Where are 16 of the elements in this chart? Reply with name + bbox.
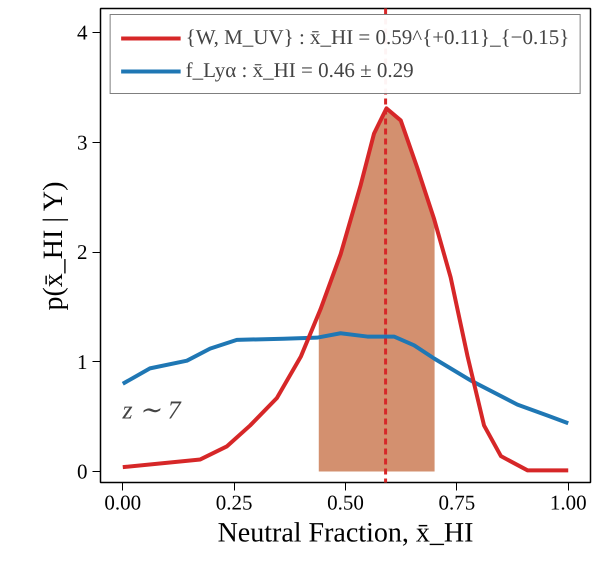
y-tick-label: 2 xyxy=(77,240,88,264)
annotation: z ∼ 7 xyxy=(122,396,182,424)
x-tick-label: 0.00 xyxy=(104,490,142,514)
x-tick-label: 0.50 xyxy=(327,490,364,514)
y-tick-label: 4 xyxy=(77,20,88,45)
x-tick-label: 1.00 xyxy=(550,490,587,514)
x-axis-title: Neutral Fraction, x̄_HI xyxy=(218,518,474,548)
y-tick-label: 1 xyxy=(77,350,88,374)
line-series xyxy=(120,331,570,426)
y-tick-label: 0 xyxy=(77,460,88,484)
y-axis-title: p(x̄_HI | Y) xyxy=(38,182,69,311)
x-tick-label: 0.25 xyxy=(216,490,253,514)
legend-label: {W, M_UV} : x̄_HI = 0.59^{+0.11}_{−0.15} xyxy=(186,25,570,50)
x-tick-label: 0.75 xyxy=(438,490,476,514)
y-tick-label: 3 xyxy=(77,130,88,154)
legend-label: f_Lyα : x̄_HI = 0.46 ± 0.29 xyxy=(186,58,414,83)
